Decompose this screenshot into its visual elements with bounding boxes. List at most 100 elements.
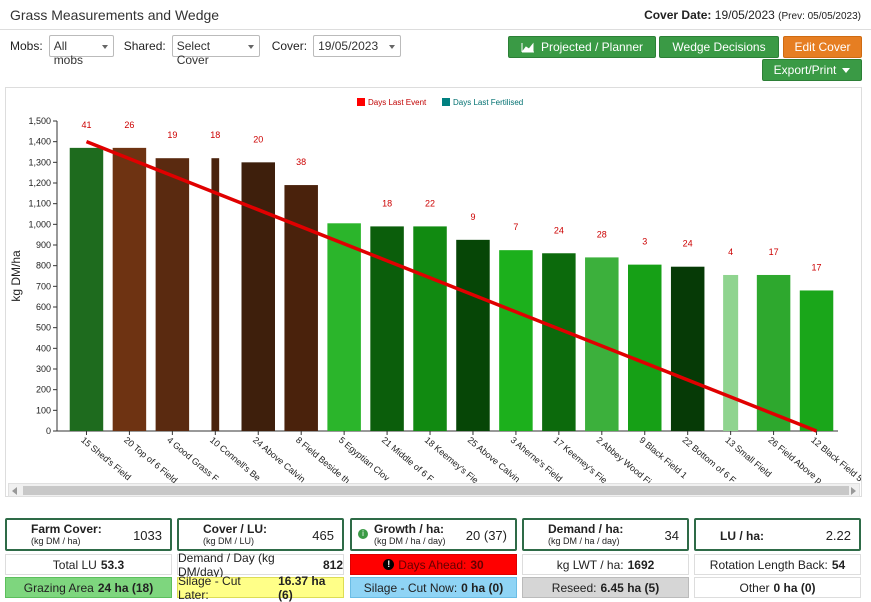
cover-date-label: Cover Date: <box>644 8 712 22</box>
filter-bar: Mobs: All mobs Shared: Select Cover Cove… <box>10 35 402 67</box>
days-ahead-label: Days Ahead: <box>398 557 467 572</box>
farm-cover-label: Farm Cover: <box>31 522 102 536</box>
y-tick-label: 400 <box>36 343 51 353</box>
cover-lu-box: Cover / LU: (kg DM / LU) 465 <box>177 518 344 551</box>
bar-days-label: 3 <box>642 237 647 247</box>
y-tick-label: 900 <box>36 240 51 250</box>
y-tick-label: 1,300 <box>28 157 51 167</box>
wedge-decisions-button[interactable]: Wedge Decisions <box>659 36 779 58</box>
cover-select[interactable]: 19/05/2023 <box>313 35 402 57</box>
bar-days-label: 17 <box>812 262 822 272</box>
demand-box: Demand / ha: (kg DM / ha / day) 34 <box>522 518 689 551</box>
lu-ha-label: LU / ha: <box>720 529 764 543</box>
legend-swatch-days-last-event <box>357 98 365 106</box>
bar-days-label: 22 <box>425 198 435 208</box>
prev-date: (Prev: 05/05/2023) <box>778 11 861 22</box>
reseed-label: Reseed: <box>551 580 597 595</box>
bar-days-label: 17 <box>769 247 779 257</box>
y-tick-label: 1,100 <box>28 199 51 209</box>
edit-cover-button[interactable]: Edit Cover <box>783 36 862 58</box>
y-axis-label: kg DM/ha <box>9 250 23 302</box>
bar-days-label: 24 <box>683 239 693 249</box>
silage-now-cell: Silage - Cut Now: 0 ha (0) <box>350 577 517 598</box>
bar <box>69 147 104 431</box>
y-tick-label: 200 <box>36 385 51 395</box>
grazing-label: Grazing Area <box>23 580 94 595</box>
silage-later-cell: Silage - Cut Later: 16.37 ha (6) <box>177 574 344 602</box>
scroll-left-icon[interactable] <box>12 487 17 495</box>
legend-label-days-last-fertilised: Days Last Fertilised <box>453 98 523 107</box>
bar-days-label: 18 <box>382 198 392 208</box>
kg-lwt-label: kg LWT / ha: <box>556 557 624 572</box>
farm-cover-box: Farm Cover: (kg DM / ha) 1033 <box>5 518 172 551</box>
chart-icon <box>521 42 534 52</box>
wedge-chart-panel: Days Last Event Days Last Fertilised 0 100 2… <box>5 87 865 497</box>
export-print-label: Export/Print <box>773 63 837 77</box>
demand-value: 34 <box>664 528 679 543</box>
growth-value: 20 (37) <box>465 528 507 543</box>
mobs-label: Mobs: <box>10 39 43 53</box>
bar <box>112 147 147 431</box>
other-value: 0 ha (0) <box>773 580 816 595</box>
bar-days-label: 7 <box>513 222 518 232</box>
demand-day-cell: Demand / Day (kg DM/day) 812 <box>177 551 344 579</box>
demand-day-label: Demand / Day (kg DM/day) <box>178 550 275 579</box>
bar <box>628 264 662 431</box>
bar <box>241 162 275 431</box>
cover-date-info: Cover Date: 19/05/2023 (Prev: 05/05/2023… <box>644 8 861 22</box>
caret-down-icon <box>842 67 851 73</box>
cover-label: Cover: <box>271 39 308 53</box>
y-tick-label: 1,200 <box>28 178 51 188</box>
bar-days-label: 18 <box>210 130 220 140</box>
mobs-select[interactable]: All mobs <box>48 35 114 67</box>
kg-lwt-cell: kg LWT / ha: 1692 <box>522 554 689 575</box>
kg-lwt-value: 1692 <box>627 557 655 572</box>
bar <box>211 158 220 431</box>
legend-label-days-last-event: Days Last Event <box>368 98 427 107</box>
lu-ha-box: LU / ha: 2.22 <box>694 518 861 551</box>
other-cell: Other 0 ha (0) <box>694 577 861 598</box>
days-ahead-value: 30 <box>470 557 484 572</box>
demand-day-value: 812 <box>322 557 343 572</box>
y-tick-label: 0 <box>46 426 51 436</box>
cover-date-value: 19/05/2023 <box>714 8 775 22</box>
info-icon[interactable]: i <box>358 529 368 539</box>
grazing-value: 24 ha (18) <box>97 580 154 595</box>
page-title: Grass Measurements and Wedge <box>10 7 220 23</box>
lu-ha-value: 2.22 <box>825 528 851 543</box>
growth-unit: (kg DM / ha / day) <box>374 536 446 546</box>
silage-now-label: Silage - Cut Now: <box>363 580 458 595</box>
bar-days-label: 19 <box>167 130 177 140</box>
silage-later-value: 16.37 ha (6) <box>278 573 326 602</box>
other-label: Other <box>739 580 770 595</box>
grazing-cell: Grazing Area 24 ha (18) <box>5 577 172 598</box>
bar <box>670 266 705 431</box>
chart-scrollbar[interactable] <box>8 483 860 497</box>
farm-cover-value: 1033 <box>133 528 162 543</box>
growth-label: Growth / ha: <box>374 522 444 536</box>
bar <box>542 253 576 431</box>
total-lu-value: 53.3 <box>100 557 125 572</box>
bar <box>723 274 739 431</box>
silage-later-label: Silage - Cut Later: <box>178 573 241 602</box>
projected-planner-button[interactable]: Projected / Planner <box>508 36 656 58</box>
total-lu-cell: Total LU 53.3 <box>5 554 172 575</box>
reseed-value: 6.45 ha (5) <box>600 580 660 595</box>
farm-cover-unit: (kg DM / ha) <box>31 536 81 546</box>
y-tick-label: 700 <box>36 281 51 291</box>
scroll-thumb[interactable] <box>23 486 849 495</box>
export-print-button[interactable]: Export/Print <box>762 59 862 81</box>
growth-box: i Growth / ha: (kg DM / ha / day) 20 (37… <box>350 518 517 551</box>
bar-days-label: 9 <box>470 212 475 222</box>
y-tick-label: 800 <box>36 261 51 271</box>
bar-days-label: 38 <box>296 157 306 167</box>
y-tick-label: 1,000 <box>28 219 51 229</box>
rotation-value: 54 <box>831 557 846 572</box>
y-tick-label: 600 <box>36 302 51 312</box>
scroll-right-icon[interactable] <box>851 487 856 495</box>
shared-select[interactable]: Select Cover <box>171 35 260 67</box>
silage-now-value: 0 ha (0) <box>461 580 504 595</box>
cover-lu-unit: (kg DM / LU) <box>203 536 255 546</box>
y-tick-label: 1,400 <box>28 137 51 147</box>
cover-lu-value: 465 <box>312 528 334 543</box>
